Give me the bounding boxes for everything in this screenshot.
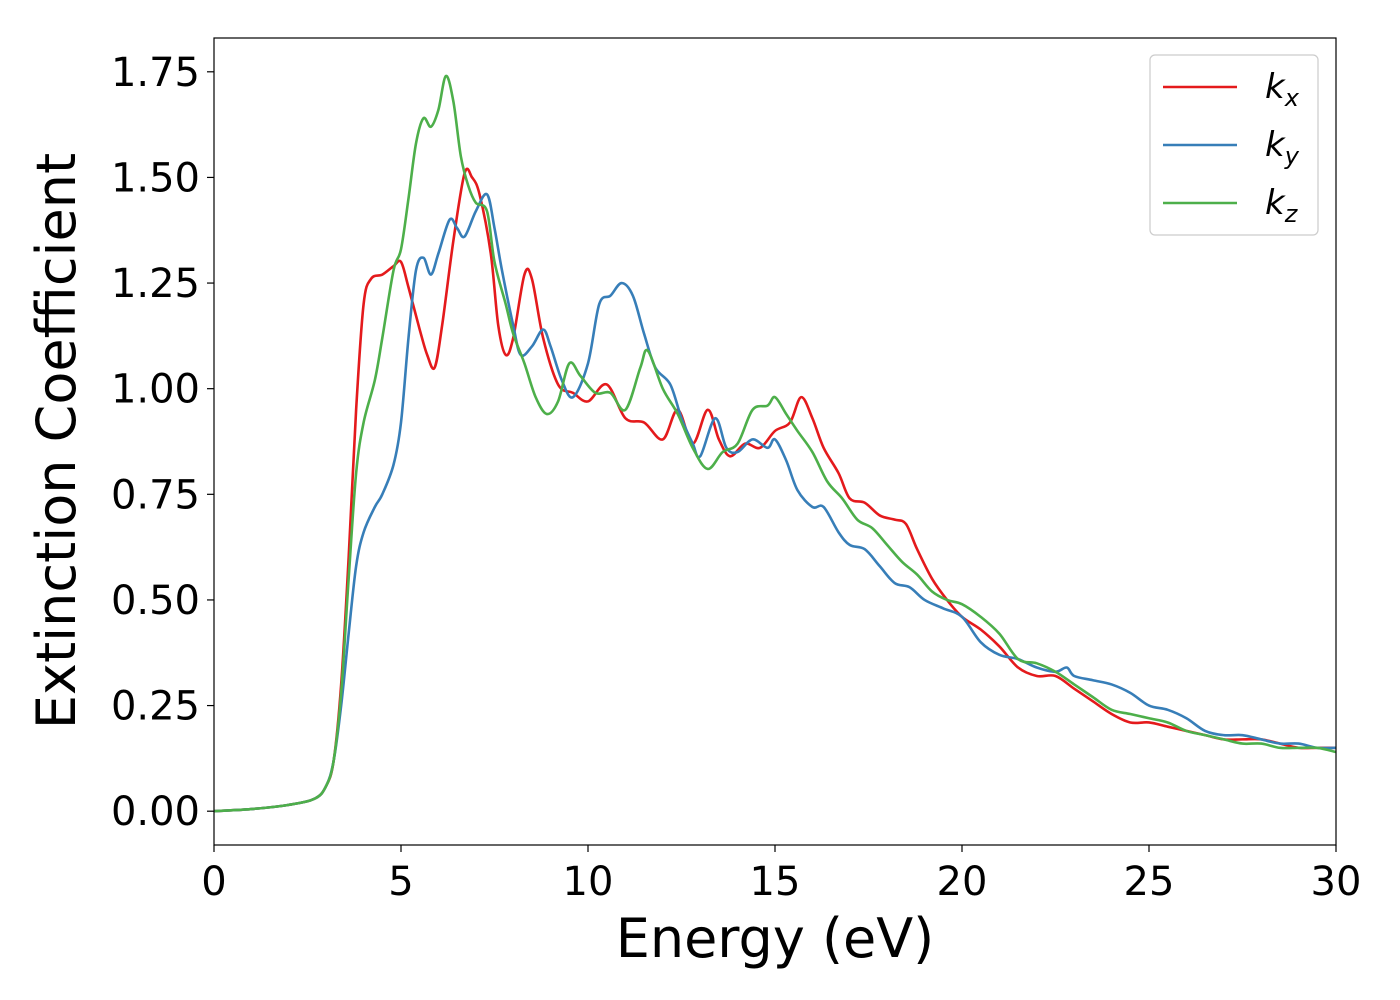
x-tick-label: 30 (1311, 859, 1362, 905)
legend-label-x: kx (1265, 67, 1300, 112)
x-axis-ticks: 0 5 10 15 20 25 30 (201, 845, 1361, 905)
x-tick-label: 15 (750, 859, 801, 905)
x-tick-label: 0 (201, 859, 226, 905)
y-tick-label: 1.25 (111, 261, 200, 307)
y-axis-ticks: 0.00 0.25 0.50 0.75 1.00 1.25 1.50 1.75 (111, 50, 214, 835)
y-tick-label: 1.00 (111, 367, 200, 413)
series-line-z (213, 74, 1337, 813)
x-tick-label: 5 (388, 859, 413, 905)
legend: kx ky kz (1149, 54, 1319, 236)
legend-entries: kx ky kz (1163, 67, 1300, 228)
y-tick-label: 1.50 (111, 155, 200, 201)
legend-label-y: ky (1265, 125, 1300, 170)
y-tick-label: 0.50 (111, 578, 200, 624)
series-layer (213, 74, 1337, 813)
x-tick-label: 10 (563, 859, 614, 905)
x-axis-label: Energy (eV) (616, 907, 935, 970)
y-tick-label: 1.75 (111, 50, 200, 96)
y-tick-label: 0.75 (111, 472, 200, 518)
y-tick-label: 0.25 (111, 684, 200, 730)
y-tick-label: 0.00 (111, 789, 200, 835)
x-tick-label: 25 (1124, 859, 1175, 905)
y-axis-label: Extinction Coefficient (25, 153, 88, 729)
x-tick-label: 20 (937, 859, 988, 905)
series-line-y (213, 192, 1337, 813)
legend-label-z: kz (1265, 183, 1299, 228)
